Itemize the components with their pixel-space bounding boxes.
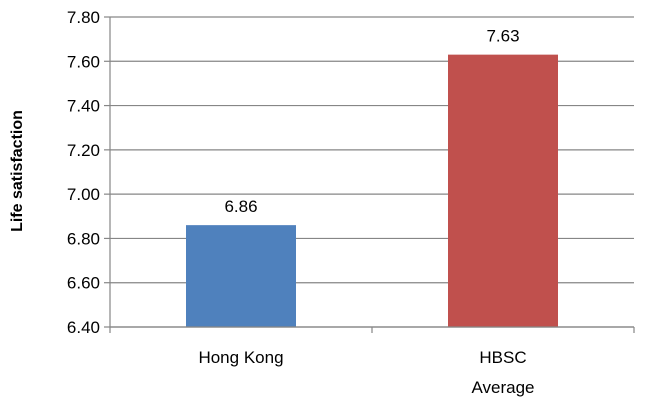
x-category-label: Average (471, 378, 534, 397)
x-category-label: HBSC (479, 348, 526, 367)
y-tick-label: 7.60 (67, 52, 100, 71)
axes (109, 17, 634, 328)
data-label: 6.86 (224, 197, 257, 216)
y-tick-label: 6.60 (67, 274, 100, 293)
y-tick-label: 7.80 (67, 8, 100, 27)
bars (186, 54, 558, 328)
x-tick-labels: Hong Kong HBSC Average (198, 348, 534, 397)
y-tick-label: 7.40 (67, 97, 100, 116)
y-tick-label: 7.00 (67, 185, 100, 204)
data-label: 7.63 (486, 27, 519, 46)
y-tick-label: 6.40 (67, 318, 100, 337)
data-labels: 6.86 7.63 (224, 27, 519, 216)
bar (448, 54, 558, 328)
y-tick-label: 7.20 (67, 141, 100, 160)
bar (186, 225, 296, 327)
y-axis-title: Life satisfaction (9, 110, 26, 232)
y-tick-label: 6.80 (67, 229, 100, 248)
y-tick-labels: 6.40 6.60 6.80 7.00 7.20 7.40 7.60 7.80 (67, 8, 100, 337)
x-category-label: Hong Kong (198, 348, 283, 367)
